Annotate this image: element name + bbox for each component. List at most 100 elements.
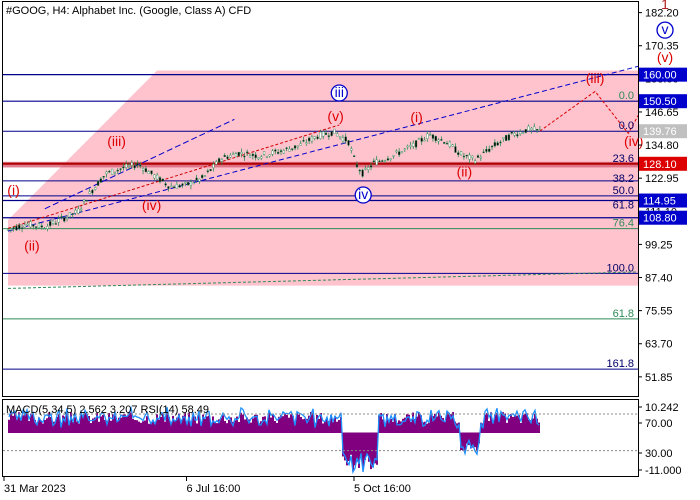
- candle-body: [125, 163, 128, 168]
- channel-shading: [3, 70, 638, 286]
- macd-bar: [394, 413, 396, 433]
- candle-body: [417, 138, 420, 140]
- candle-body: [37, 223, 41, 229]
- macd-bar: [436, 416, 438, 433]
- wave-label-(iii): (iii): [107, 133, 126, 149]
- candle-body: [367, 167, 370, 171]
- macd-bar: [110, 420, 112, 433]
- candle-body: [175, 184, 178, 189]
- macd-bar: [508, 418, 510, 433]
- macd-bar: [222, 415, 224, 433]
- macd-bar: [204, 418, 206, 433]
- macd-bar: [500, 412, 502, 433]
- macd-bar: [374, 432, 376, 464]
- macd-bar: [76, 421, 78, 433]
- candle-body: [248, 155, 252, 158]
- macd-bar: [266, 422, 268, 433]
- macd-bar: [40, 420, 42, 433]
- fib-label-0.0: 0.0: [619, 90, 634, 102]
- candle-body: [451, 144, 454, 147]
- candle-body: [429, 134, 432, 136]
- candle-body: [167, 186, 170, 189]
- wave-circle-v: [656, 21, 674, 39]
- candle-body: [46, 226, 49, 229]
- candle-body: [88, 191, 91, 194]
- candle-body: [414, 140, 418, 148]
- macd-bar: [312, 412, 314, 433]
- macd-bar: [32, 414, 34, 433]
- macd-bar: [236, 416, 238, 433]
- macd-bar: [154, 423, 156, 433]
- macd-bar: [234, 420, 236, 433]
- macd-bar: [104, 419, 106, 433]
- macd-bar: [196, 423, 198, 433]
- macd-bar: [42, 423, 44, 433]
- candle-body: [237, 151, 240, 156]
- macd-bar: [330, 415, 332, 433]
- y-tick-label: 146.65: [645, 107, 679, 119]
- candle-body: [285, 147, 288, 149]
- indicator-title: MACD(5,34,5) 2.562 3.207 RSI(14) 58.49: [6, 404, 209, 416]
- macd-bar: [538, 422, 540, 433]
- macd-bar: [520, 422, 522, 433]
- candle-body: [91, 189, 94, 194]
- wave-label-(i): (i): [7, 182, 19, 198]
- candle-body: [293, 145, 297, 149]
- macd-bar: [258, 423, 260, 433]
- macd-bar: [136, 420, 138, 433]
- macd-bar: [306, 418, 308, 433]
- macd-bar: [52, 421, 54, 433]
- macd-bar: [510, 413, 512, 433]
- indicator-plot: [3, 405, 638, 475]
- price-panel-frame: [2, 1, 639, 397]
- macd-bar: [80, 412, 82, 433]
- candle-body: [279, 150, 283, 152]
- candle-body: [65, 217, 69, 219]
- candle-body: [524, 129, 527, 133]
- candle-body: [493, 142, 496, 147]
- macd-bar: [274, 421, 276, 433]
- macd-bar: [530, 420, 532, 433]
- candle-body: [406, 145, 409, 148]
- candle-body: [153, 174, 156, 179]
- macd-bar: [82, 415, 84, 433]
- candle-body: [527, 125, 530, 131]
- time-axis: 31 Mar 2023 6 Jul 16:00 5 Oct 16:00: [3, 476, 411, 495]
- candle-body: [310, 136, 314, 142]
- macd-bar: [102, 414, 104, 433]
- candle-body: [384, 160, 387, 162]
- candle-body: [136, 163, 139, 166]
- macd-bar: [150, 423, 152, 433]
- candle-body: [12, 227, 15, 229]
- channel-polygon: [8, 70, 638, 286]
- candle-body: [434, 136, 437, 141]
- candle-body: [23, 224, 26, 228]
- macd-bar: [448, 412, 450, 433]
- candle-body: [187, 182, 190, 186]
- macd-bar: [128, 411, 130, 433]
- macd-bar: [180, 419, 182, 433]
- macd-bar: [146, 416, 148, 433]
- candle-body: [99, 178, 102, 183]
- candle-body: [457, 152, 460, 155]
- macd-bar: [450, 414, 452, 433]
- macd-bar: [292, 416, 294, 433]
- macd-bar: [360, 432, 362, 457]
- price-tag-108.80: 108.80: [643, 213, 677, 225]
- candle-body: [158, 177, 162, 183]
- candle-body: [496, 142, 499, 146]
- fib-label-76.4: 76.4: [613, 218, 634, 230]
- macd-bar: [156, 414, 158, 433]
- candle-body: [127, 164, 131, 167]
- candle-body: [431, 134, 435, 139]
- candle-body: [94, 187, 97, 190]
- candle-body: [488, 148, 491, 152]
- macd-bar: [506, 422, 508, 433]
- candle-body: [288, 148, 291, 152]
- macd-bar: [382, 419, 384, 433]
- ind-tick-label: 30.00: [645, 448, 673, 460]
- macd-bar: [484, 414, 486, 433]
- candle-body: [502, 137, 505, 139]
- candle-body: [505, 135, 508, 141]
